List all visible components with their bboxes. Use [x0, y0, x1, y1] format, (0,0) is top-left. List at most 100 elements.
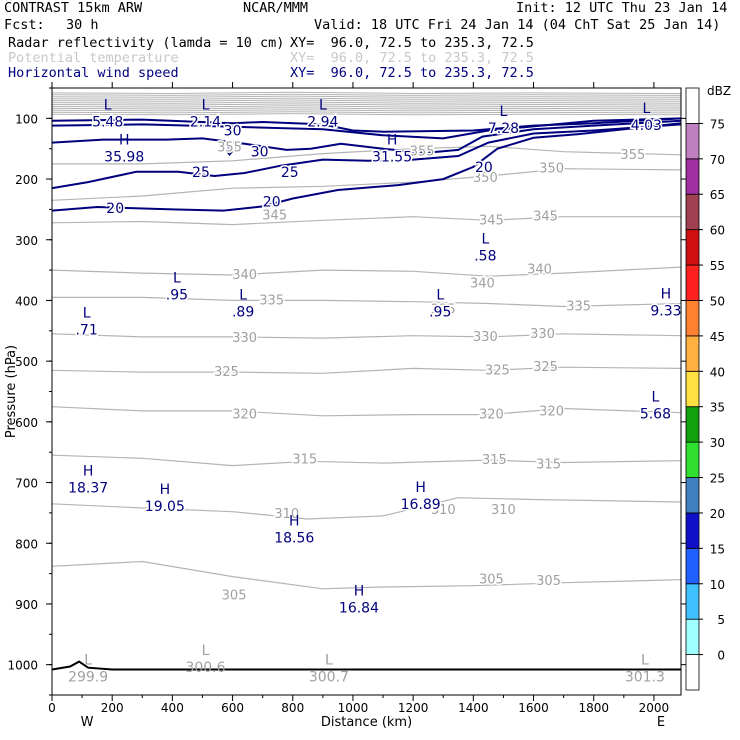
- theta-contour-label: 315: [292, 452, 317, 467]
- field-name-theta: Potential temperature: [8, 50, 179, 66]
- theta-contour-line: [52, 454, 681, 467]
- theta-contour-label: 310: [274, 507, 299, 522]
- theta-contour-line: [52, 266, 681, 277]
- theta-contour-label: 315: [482, 453, 507, 468]
- x-tick-label: 1400: [458, 701, 489, 715]
- wind-contour-label: 20: [475, 160, 493, 176]
- colorbar-label: 35: [710, 401, 725, 415]
- theta-contour-upper: [52, 101, 681, 104]
- wind-extremum-marker: L: [500, 104, 508, 120]
- colorbar-swatch: [685, 229, 700, 266]
- wind-contour-label: 30: [224, 123, 242, 139]
- colorbar-label: 20: [710, 507, 725, 521]
- wind-contour-line: [52, 122, 681, 212]
- theta-contour-line: [52, 216, 681, 226]
- wind-extremum-marker: L: [481, 232, 489, 248]
- forecast-hours: 30 h: [66, 17, 99, 33]
- theta-contour-label: 330: [530, 327, 555, 342]
- y-tick-label: 800: [15, 537, 38, 551]
- field-xy-reflectivity: XY= 96.0, 72.5 to 235.3, 72.5: [290, 35, 534, 51]
- theta-contour-upper: [52, 113, 681, 116]
- wind-extremum-marker: L: [436, 288, 444, 304]
- x-tick-label: 1000: [338, 701, 369, 715]
- theta-extremum-value: 300.6: [185, 660, 225, 676]
- x-tick-label: 400: [161, 701, 184, 715]
- theta-contour-label: 320: [479, 408, 504, 423]
- wind-extremum-marker: H: [160, 482, 171, 498]
- theta-extremum-marker: L: [325, 653, 333, 669]
- wind-extremum-marker: H: [119, 133, 130, 149]
- colorbar-swatch: [685, 87, 700, 124]
- y-tick-label: 1000: [7, 659, 38, 673]
- field-xy-theta: XY= 96.0, 72.5 to 235.3, 72.5: [290, 50, 534, 66]
- colorbar-swatch: [685, 477, 700, 514]
- wind-extremum-value: 5.48: [92, 115, 123, 131]
- wind-extremum-marker: H: [354, 584, 365, 600]
- colorbar-swatch: [685, 370, 700, 408]
- wind-extremum-marker: L: [642, 101, 650, 117]
- theta-contour-line: [52, 406, 681, 417]
- theta-extremum-marker: L: [202, 643, 210, 659]
- theta-contour-label: 345: [479, 213, 504, 228]
- wind-extremum-marker: L: [652, 389, 660, 405]
- theta-contour-label: 325: [485, 363, 510, 378]
- colorbar-label: 60: [710, 224, 725, 238]
- theta-contour-label: 335: [259, 293, 284, 308]
- wind-contour-loop: [221, 146, 238, 156]
- colorbar-label: 5: [717, 613, 725, 627]
- wind-extremum-value: 5.68: [640, 406, 671, 422]
- wind-extremum-marker: L: [83, 306, 91, 322]
- y-axis-title: Pressure (hPa): [4, 345, 19, 438]
- colorbar-swatch: [685, 583, 700, 620]
- theta-extremum-marker: L: [641, 653, 649, 669]
- west-end-label: W: [81, 715, 94, 730]
- theta-contour-upper: [52, 109, 681, 112]
- theta-contour-label: 355: [620, 148, 645, 163]
- field-name-reflectivity: Radar reflectivity (lamda = 10 cm): [8, 35, 285, 51]
- theta-contour-label: 340: [470, 276, 495, 291]
- theta-contour-line: [52, 366, 681, 374]
- theta-extremum-value: 301.3: [625, 670, 665, 686]
- colorbar-label: 50: [710, 294, 725, 308]
- theta-contour-label: 355: [410, 145, 435, 160]
- wind-extremum-value: 18.37: [68, 481, 108, 497]
- theta-contour-label: 315: [536, 457, 561, 472]
- wind-extremum-value: 18.56: [274, 530, 314, 546]
- wind-contour-label: 30: [251, 145, 269, 161]
- wind-contour-line: [52, 123, 681, 190]
- theta-contour-label: 345: [262, 208, 287, 223]
- colorbar-label: 70: [710, 153, 725, 167]
- colorbar-swatch: [685, 123, 700, 160]
- theta-contour-label: 350: [473, 171, 498, 186]
- x-tick-label: 200: [101, 701, 124, 715]
- wind-extremum-marker: H: [289, 513, 300, 529]
- valid-time: Valid: 18 UTC Fri 24 Jan 14 (04 ChT Sat …: [314, 17, 721, 33]
- theta-contour-line: [52, 560, 681, 590]
- wind-contour-line: [52, 119, 681, 154]
- y-tick-label: 900: [15, 598, 38, 612]
- theta-contour-label: 330: [232, 331, 257, 346]
- wind-extremum-marker: H: [387, 133, 398, 149]
- y-tick-label: 500: [15, 355, 38, 369]
- theta-contour-line: [52, 333, 681, 339]
- x-tick-label: 800: [281, 701, 304, 715]
- colorbar-label: 45: [710, 330, 725, 344]
- colorbar-swatch: [685, 512, 700, 549]
- wind-contour-label: 20: [263, 195, 281, 211]
- x-tick-label: 600: [221, 701, 244, 715]
- colorbar-label: 0: [717, 649, 725, 663]
- wind-extremum-value: 2.94: [307, 115, 338, 131]
- terrain-surface-line: [52, 660, 681, 671]
- wind-extremum-value: 4.03: [631, 118, 662, 134]
- theta-contour-label: 350: [539, 162, 564, 177]
- x-tick-label: 2000: [639, 701, 670, 715]
- theta-contour-label: 320: [232, 408, 257, 423]
- wind-extremum-marker: L: [239, 288, 247, 304]
- theta-contour-upper: [52, 97, 681, 100]
- colorbar-swatch: [685, 406, 700, 443]
- colorbar-label: 65: [710, 188, 725, 202]
- wind-contour-line: [52, 117, 681, 140]
- wind-extremum-value: .58: [474, 249, 496, 265]
- theta-contour-label: 310: [431, 503, 456, 518]
